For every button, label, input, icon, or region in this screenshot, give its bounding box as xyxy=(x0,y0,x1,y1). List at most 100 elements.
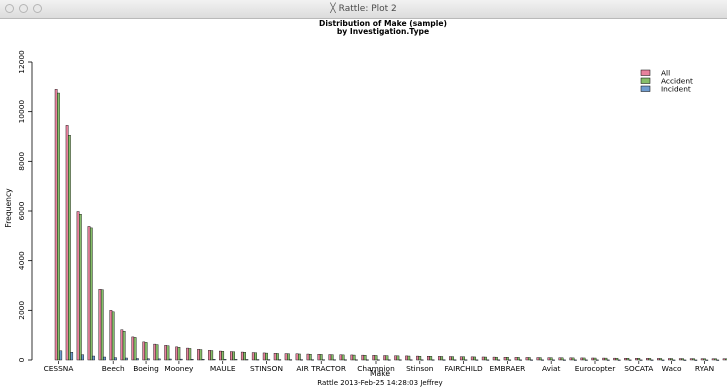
bar-incident-21 xyxy=(289,359,293,361)
bar-incident-29 xyxy=(376,359,380,361)
bar-all-51 xyxy=(613,357,616,361)
bar-incident-34 xyxy=(431,359,435,361)
bar-incident-39 xyxy=(486,359,490,361)
x-axis: CESSNA Beech Boeing Mooney MAULE STINSON AIR T… xyxy=(44,361,714,373)
bar-accident-33 xyxy=(418,356,422,361)
legend-swatch-accident xyxy=(640,77,651,84)
bar-accident-56 xyxy=(670,358,673,361)
bar-incident-42 xyxy=(519,359,522,361)
bar-all-29 xyxy=(372,355,376,361)
x-tick-label: SOCATA xyxy=(624,364,653,373)
bar-incident-24 xyxy=(322,359,325,361)
bar-all-11 xyxy=(175,346,178,361)
bar-incident-31 xyxy=(398,359,402,361)
bar-incident-35 xyxy=(442,359,446,361)
bar-accident-61 xyxy=(725,358,727,361)
bar-accident-3 xyxy=(89,227,93,361)
bar-incident-9 xyxy=(157,358,161,361)
bar-all-1 xyxy=(65,125,69,361)
bar-accident-22 xyxy=(298,353,301,361)
bar-all-28 xyxy=(361,354,365,361)
bar-accident-37 xyxy=(462,356,465,361)
bar-accident-52 xyxy=(626,358,630,361)
legend-label-accident: Accident xyxy=(661,77,693,86)
bar-incident-36 xyxy=(453,359,457,361)
bar-accident-17 xyxy=(243,352,246,361)
bar-all-50 xyxy=(602,357,605,361)
bar-incident-45 xyxy=(552,359,555,361)
bar-all-31 xyxy=(394,355,397,361)
bar-accident-54 xyxy=(648,358,652,361)
bar-incident-11 xyxy=(179,358,183,361)
bar-all-24 xyxy=(317,354,321,361)
bar-all-54 xyxy=(646,358,649,361)
bar-incident-50 xyxy=(606,359,610,361)
bar-accident-11 xyxy=(177,347,181,361)
bar-all-39 xyxy=(481,356,485,361)
x-tick-label: Mooney xyxy=(164,364,194,373)
bar-accident-26 xyxy=(341,354,345,361)
bar-all-61 xyxy=(722,358,726,361)
bar-accident-28 xyxy=(363,355,367,361)
bar-incident-44 xyxy=(541,359,544,361)
bar-all-15 xyxy=(219,350,222,361)
bar-accident-45 xyxy=(549,357,553,361)
bar-incident-28 xyxy=(366,359,369,361)
bar-all-38 xyxy=(470,356,474,361)
bar-accident-31 xyxy=(396,355,400,361)
bar-all-26 xyxy=(339,354,343,361)
bar-all-14 xyxy=(208,350,211,361)
bar-accident-5 xyxy=(111,311,115,361)
x-tick-label: Boeing xyxy=(133,364,159,373)
x-tick-label: STINSON xyxy=(250,364,283,373)
bar-all-34 xyxy=(427,356,430,361)
bar-incident-1 xyxy=(70,352,74,361)
bar-accident-16 xyxy=(232,351,235,361)
bar-all-2 xyxy=(76,211,80,361)
bar-all-41 xyxy=(503,357,507,361)
bar-accident-1 xyxy=(68,135,71,361)
bar-incident-10 xyxy=(168,358,172,361)
bar-all-3 xyxy=(87,226,91,361)
title-bar[interactable]: ╳ Rattle: Plot 2 xyxy=(0,0,727,19)
x-tick-label: Aviat xyxy=(542,364,561,373)
bar-accident-38 xyxy=(473,356,476,361)
y-tick-label: 2000 xyxy=(17,301,26,320)
bar-incident-56 xyxy=(672,359,676,361)
bar-all-57 xyxy=(678,358,682,361)
bars xyxy=(54,89,727,361)
bar-incident-49 xyxy=(595,359,599,361)
bar-all-23 xyxy=(306,353,310,361)
minimize-button[interactable] xyxy=(19,4,28,13)
bar-incident-18 xyxy=(256,359,260,361)
window-title: Rattle: Plot 2 xyxy=(338,4,397,14)
bar-all-7 xyxy=(131,336,135,361)
bar-all-22 xyxy=(295,353,299,361)
bar-accident-4 xyxy=(100,289,104,361)
bar-all-8 xyxy=(142,341,146,361)
close-button[interactable] xyxy=(5,4,14,13)
bar-accident-58 xyxy=(692,358,695,361)
x-tick-label: CESSNA xyxy=(44,364,74,373)
bar-incident-53 xyxy=(639,359,643,361)
bar-incident-55 xyxy=(661,359,665,361)
bar-all-46 xyxy=(558,357,562,361)
legend-swatch-incident xyxy=(640,85,651,92)
bar-incident-60 xyxy=(716,359,720,361)
bar-accident-49 xyxy=(593,357,597,361)
x-tick-label: FAIRCHILD xyxy=(444,364,483,373)
bar-accident-25 xyxy=(330,354,334,361)
bar-accident-57 xyxy=(681,358,684,361)
y-tick-label: 8000 xyxy=(17,152,26,171)
bar-incident-12 xyxy=(190,359,194,361)
y-tick-label: 10000 xyxy=(17,100,26,124)
bar-incident-58 xyxy=(694,359,698,361)
bar-incident-16 xyxy=(234,359,238,361)
zoom-button[interactable] xyxy=(33,4,42,13)
bar-all-9 xyxy=(153,343,157,361)
bar-all-27 xyxy=(350,354,354,361)
bar-accident-46 xyxy=(560,357,564,361)
bar-accident-6 xyxy=(122,330,126,361)
y-axis-title: Frequency xyxy=(4,188,13,228)
bar-incident-22 xyxy=(300,359,303,361)
